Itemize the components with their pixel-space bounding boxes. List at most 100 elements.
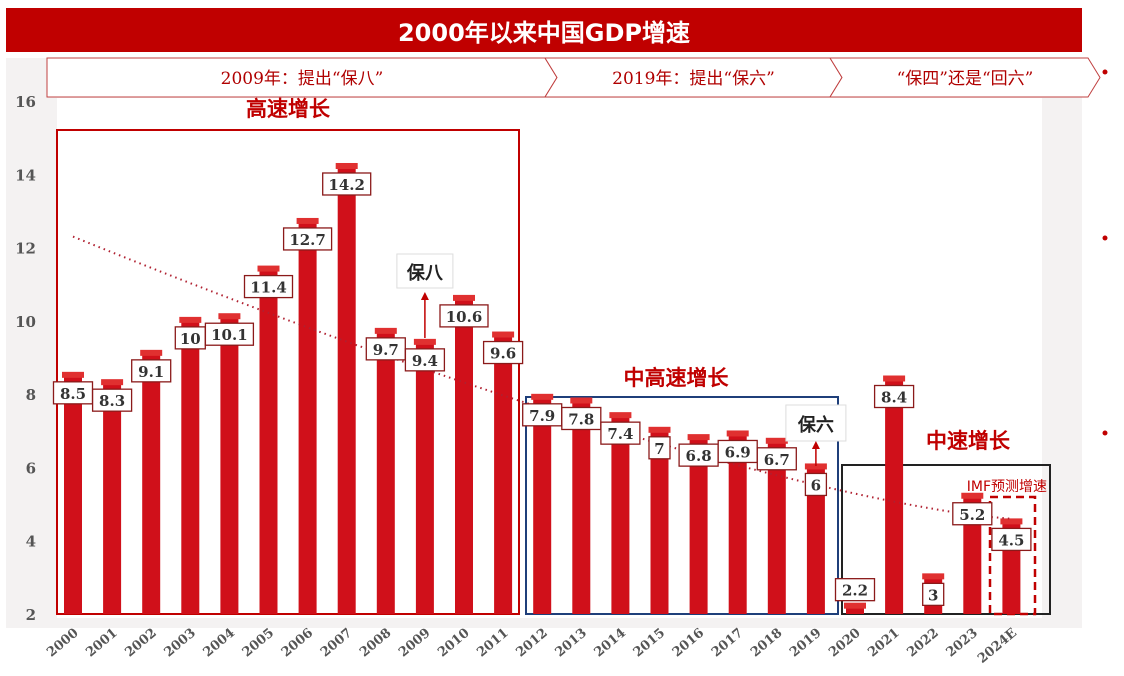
bar — [298, 221, 317, 614]
data-label: 11.4 — [250, 279, 287, 297]
banner-label: “保四”还是“回六” — [897, 69, 1034, 89]
bar — [142, 353, 161, 614]
bar-cap — [62, 371, 84, 378]
phase-label: 高速增长 — [246, 96, 331, 121]
x-tick-label: 2012 — [513, 626, 550, 661]
data-label-box — [91, 388, 133, 412]
data-label: 14.2 — [328, 176, 365, 194]
arrow-head — [811, 441, 820, 449]
bar-cap — [844, 602, 866, 609]
phase-box-mid-high — [525, 396, 839, 615]
bar-cap — [609, 412, 632, 419]
data-label: 5.2 — [959, 506, 985, 524]
data-label: 7 — [654, 440, 664, 458]
annotation-box — [785, 404, 847, 442]
x-tick-label: 2022 — [904, 626, 941, 661]
y-tick-label: 2 — [26, 606, 36, 624]
y-tick-label: 16 — [15, 93, 36, 111]
bar-cap — [257, 265, 280, 272]
bar — [64, 375, 82, 614]
data-label-box — [756, 447, 797, 471]
data-label: 6.9 — [725, 443, 751, 461]
data-label: 7.4 — [607, 425, 633, 443]
x-tick-label: 2003 — [162, 626, 199, 661]
x-tick-label: 2002 — [122, 626, 159, 661]
x-tick-label: 2000 — [44, 626, 81, 661]
data-label: 10 — [180, 330, 201, 348]
bar — [103, 383, 122, 614]
data-label: 9.4 — [412, 352, 438, 370]
banner-segment — [829, 57, 1101, 98]
data-label-box — [243, 274, 294, 299]
bullet-dot — [1102, 69, 1108, 75]
x-tick-label: 2007 — [318, 626, 355, 661]
data-label: 10.1 — [211, 326, 248, 344]
x-tick-label: 2016 — [670, 626, 707, 661]
bar-cap — [726, 430, 749, 437]
x-tick-label: 2015 — [631, 626, 668, 661]
bar-cap — [687, 434, 710, 441]
bar-cap — [883, 375, 906, 382]
bar — [220, 317, 239, 614]
phase-label: 中高速增长 — [624, 365, 730, 390]
x-tick-label: 2014 — [592, 626, 629, 661]
annotation-label: 保六 — [797, 414, 834, 436]
data-label: 6 — [811, 476, 821, 494]
bar-cap — [492, 331, 515, 338]
bar-cap — [804, 463, 827, 470]
data-label-box — [834, 578, 876, 602]
data-label-box — [804, 472, 828, 497]
bar — [728, 434, 747, 614]
annotation-box — [396, 253, 454, 289]
x-tick-label: 2020 — [826, 626, 863, 661]
data-label: 4.5 — [998, 531, 1024, 549]
x-tick-label: 2017 — [709, 626, 746, 661]
data-label-box — [561, 406, 602, 431]
bar — [846, 606, 864, 614]
bar — [415, 342, 434, 614]
bar — [689, 438, 708, 614]
bar — [767, 441, 786, 614]
bar-cap — [413, 338, 436, 345]
data-label-box — [131, 359, 172, 383]
data-label-box — [282, 227, 333, 251]
phase-label: 中速增长 — [926, 428, 1011, 453]
y-tick-label: 4 — [26, 533, 36, 551]
data-label-box — [991, 527, 1032, 552]
data-label: 9.7 — [373, 341, 399, 359]
bar — [181, 320, 200, 614]
data-label: 7.9 — [529, 407, 555, 425]
data-label: 6.8 — [686, 447, 712, 465]
bar — [885, 379, 904, 614]
phase-box-high — [56, 129, 520, 615]
bar — [259, 269, 278, 614]
bar-cap — [335, 162, 358, 169]
x-tick-label: 2010 — [435, 626, 472, 661]
bar — [611, 416, 630, 614]
bar — [455, 298, 473, 614]
x-tick-label: 2018 — [748, 626, 785, 661]
data-label-box — [482, 340, 524, 365]
x-tick-label: 2005 — [240, 626, 277, 661]
bar-cap — [218, 313, 241, 320]
bar-cap — [765, 437, 788, 444]
data-label: 12.7 — [289, 231, 326, 249]
x-tick-label: 2024E — [975, 626, 1020, 667]
bar-cap — [648, 426, 671, 433]
data-label: 8.5 — [60, 385, 86, 403]
banner-label: 2009年：提出“保八” — [221, 69, 384, 89]
data-label: 10.6 — [446, 308, 483, 326]
bar — [376, 331, 395, 614]
data-label-box — [648, 436, 671, 460]
x-tick-label: 2006 — [279, 626, 316, 661]
data-label: 7.8 — [568, 410, 594, 428]
phase-box-mid — [841, 464, 1051, 615]
y-tick-label: 12 — [15, 240, 36, 258]
data-label: 8.4 — [881, 389, 907, 407]
x-tick-label: 2004 — [201, 626, 238, 661]
bar-cap — [374, 327, 397, 334]
bullet-dot — [1102, 430, 1108, 436]
data-label: 2.2 — [842, 582, 868, 600]
